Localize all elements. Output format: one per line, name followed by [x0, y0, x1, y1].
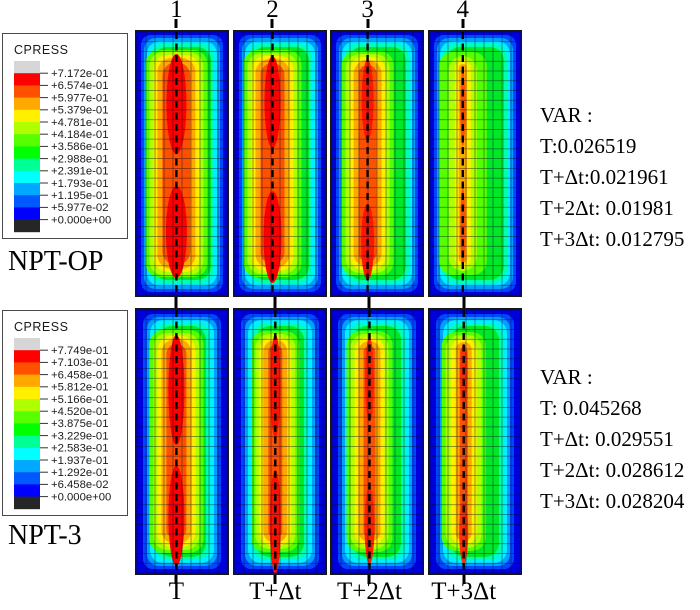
contour-plot-svg [428, 308, 522, 575]
centerline-tick [174, 19, 178, 28]
svg-text:+3.875e-01: +3.875e-01 [51, 418, 108, 430]
contour-plot-svg [233, 30, 327, 297]
svg-text:+6.574e-01: +6.574e-01 [51, 80, 108, 92]
var-line: T+Δt: 0.029551 [540, 427, 674, 451]
centerline-tick [367, 297, 371, 308]
contour-plot-svg [135, 308, 229, 575]
time-label-4: T+3Δt [431, 578, 497, 605]
legend-box-npt-3: CPRESS +7.749e-01 +7.103e-01 +6.458e-01 +5.… [2, 310, 128, 516]
contour-plot-svg [330, 308, 424, 575]
var-line: T+2Δt: 0.028612 [540, 458, 685, 482]
column-number-1: 1 [170, 0, 183, 23]
column-number-4: 4 [456, 0, 470, 23]
centerline-tick [273, 297, 277, 308]
var-line: T: 0.045268 [540, 396, 642, 420]
svg-text:+0.000e+00: +0.000e+00 [51, 491, 111, 503]
svg-text:+5.812e-01: +5.812e-01 [51, 382, 108, 394]
var-title: VAR : [540, 365, 593, 389]
svg-text:+7.103e-01: +7.103e-01 [51, 357, 108, 369]
centerline-tick [174, 297, 178, 308]
svg-text:+5.379e-01: +5.379e-01 [51, 105, 108, 117]
centerline-tick [461, 19, 465, 28]
contour-plot-svg [428, 30, 522, 297]
contour-plot-row2-col2 [233, 308, 327, 575]
legend-title: CPRESS [14, 43, 69, 57]
centerline-tick [366, 19, 370, 28]
svg-text:+0.000e+00: +0.000e+00 [51, 214, 111, 226]
var-line: T:0.026519 [540, 134, 637, 158]
svg-text:+1.793e-01: +1.793e-01 [51, 178, 108, 190]
contour-plot-row1-col4 [428, 30, 522, 297]
var-title: VAR : [540, 103, 593, 127]
var-block-npt-3: VAR : T: 0.045268 T+Δt: 0.029551 T+2Δt: … [540, 362, 698, 517]
centerline-tick [462, 297, 466, 308]
svg-text:+7.749e-01: +7.749e-01 [51, 345, 108, 357]
contour-plot-row1-col3 [330, 30, 424, 297]
svg-text:+1.292e-01: +1.292e-01 [51, 467, 108, 479]
svg-text:+5.977e-01: +5.977e-01 [51, 92, 108, 104]
contour-plot-row1-col1 [135, 30, 229, 297]
legend-colorbar: +7.749e-01+7.103e-01+6.458e-01+5.812e-01… [14, 338, 111, 510]
centerline-tick [273, 575, 277, 584]
var-line: T+3Δt: 0.012795 [540, 227, 685, 251]
svg-text:+4.184e-01: +4.184e-01 [51, 129, 108, 141]
row-label-npt-3: NPT-3 [8, 520, 82, 551]
centerline-tick [174, 575, 178, 584]
contour-plot-row2-col4 [428, 308, 522, 575]
svg-text:+4.520e-01: +4.520e-01 [51, 406, 108, 418]
svg-text:+3.229e-01: +3.229e-01 [51, 430, 108, 442]
var-line: T+Δt:0.021961 [540, 165, 669, 189]
svg-text:+3.586e-01: +3.586e-01 [51, 141, 108, 153]
svg-text:+1.195e-01: +1.195e-01 [51, 190, 108, 202]
var-line: T+2Δt: 0.01981 [540, 196, 674, 220]
svg-text:+5.166e-01: +5.166e-01 [51, 394, 108, 406]
time-label-1: T [168, 578, 184, 605]
legend-colorbar: +7.172e-01+6.574e-01+5.977e-01+5.379e-01… [14, 61, 111, 233]
svg-text:+6.458e-01: +6.458e-01 [51, 369, 108, 381]
contour-plot-svg [135, 30, 229, 297]
svg-text:+2.988e-01: +2.988e-01 [51, 153, 108, 165]
svg-text:+1.937e-01: +1.937e-01 [51, 455, 108, 467]
var-line: T+3Δt: 0.028204 [540, 489, 685, 513]
contour-plot-row2-col1 [135, 308, 229, 575]
var-block-npt-op: VAR : T:0.026519 T+Δt:0.021961 T+2Δt: 0.… [540, 100, 698, 255]
svg-text:+5.977e-02: +5.977e-02 [51, 202, 108, 214]
contour-plot-svg [233, 308, 327, 575]
legend-title: CPRESS [14, 320, 69, 334]
contour-plot-row2-col3 [330, 308, 424, 575]
contour-plot-row1-col2 [233, 30, 327, 297]
svg-text:+2.583e-01: +2.583e-01 [51, 443, 108, 455]
centerline-tick [367, 575, 371, 584]
row-label-npt-op: NPT-OP [8, 246, 104, 277]
legend-box-npt-op: CPRESS +7.172e-01 +6.574e-01 +5.977e-01 +5.… [2, 33, 128, 239]
time-label-3: T+2Δt [337, 578, 402, 605]
column-number-3: 3 [361, 0, 374, 23]
centerline-tick [462, 575, 466, 584]
svg-text:+4.781e-01: +4.781e-01 [51, 117, 108, 129]
column-number-2: 2 [266, 0, 279, 23]
centerline-tick [270, 19, 274, 28]
svg-text:+6.458e-02: +6.458e-02 [51, 479, 108, 491]
time-label-2: T+Δt [249, 578, 302, 605]
contour-plot-svg [330, 30, 424, 297]
svg-text:+7.172e-01: +7.172e-01 [51, 68, 108, 80]
svg-text:+2.391e-01: +2.391e-01 [51, 166, 108, 178]
